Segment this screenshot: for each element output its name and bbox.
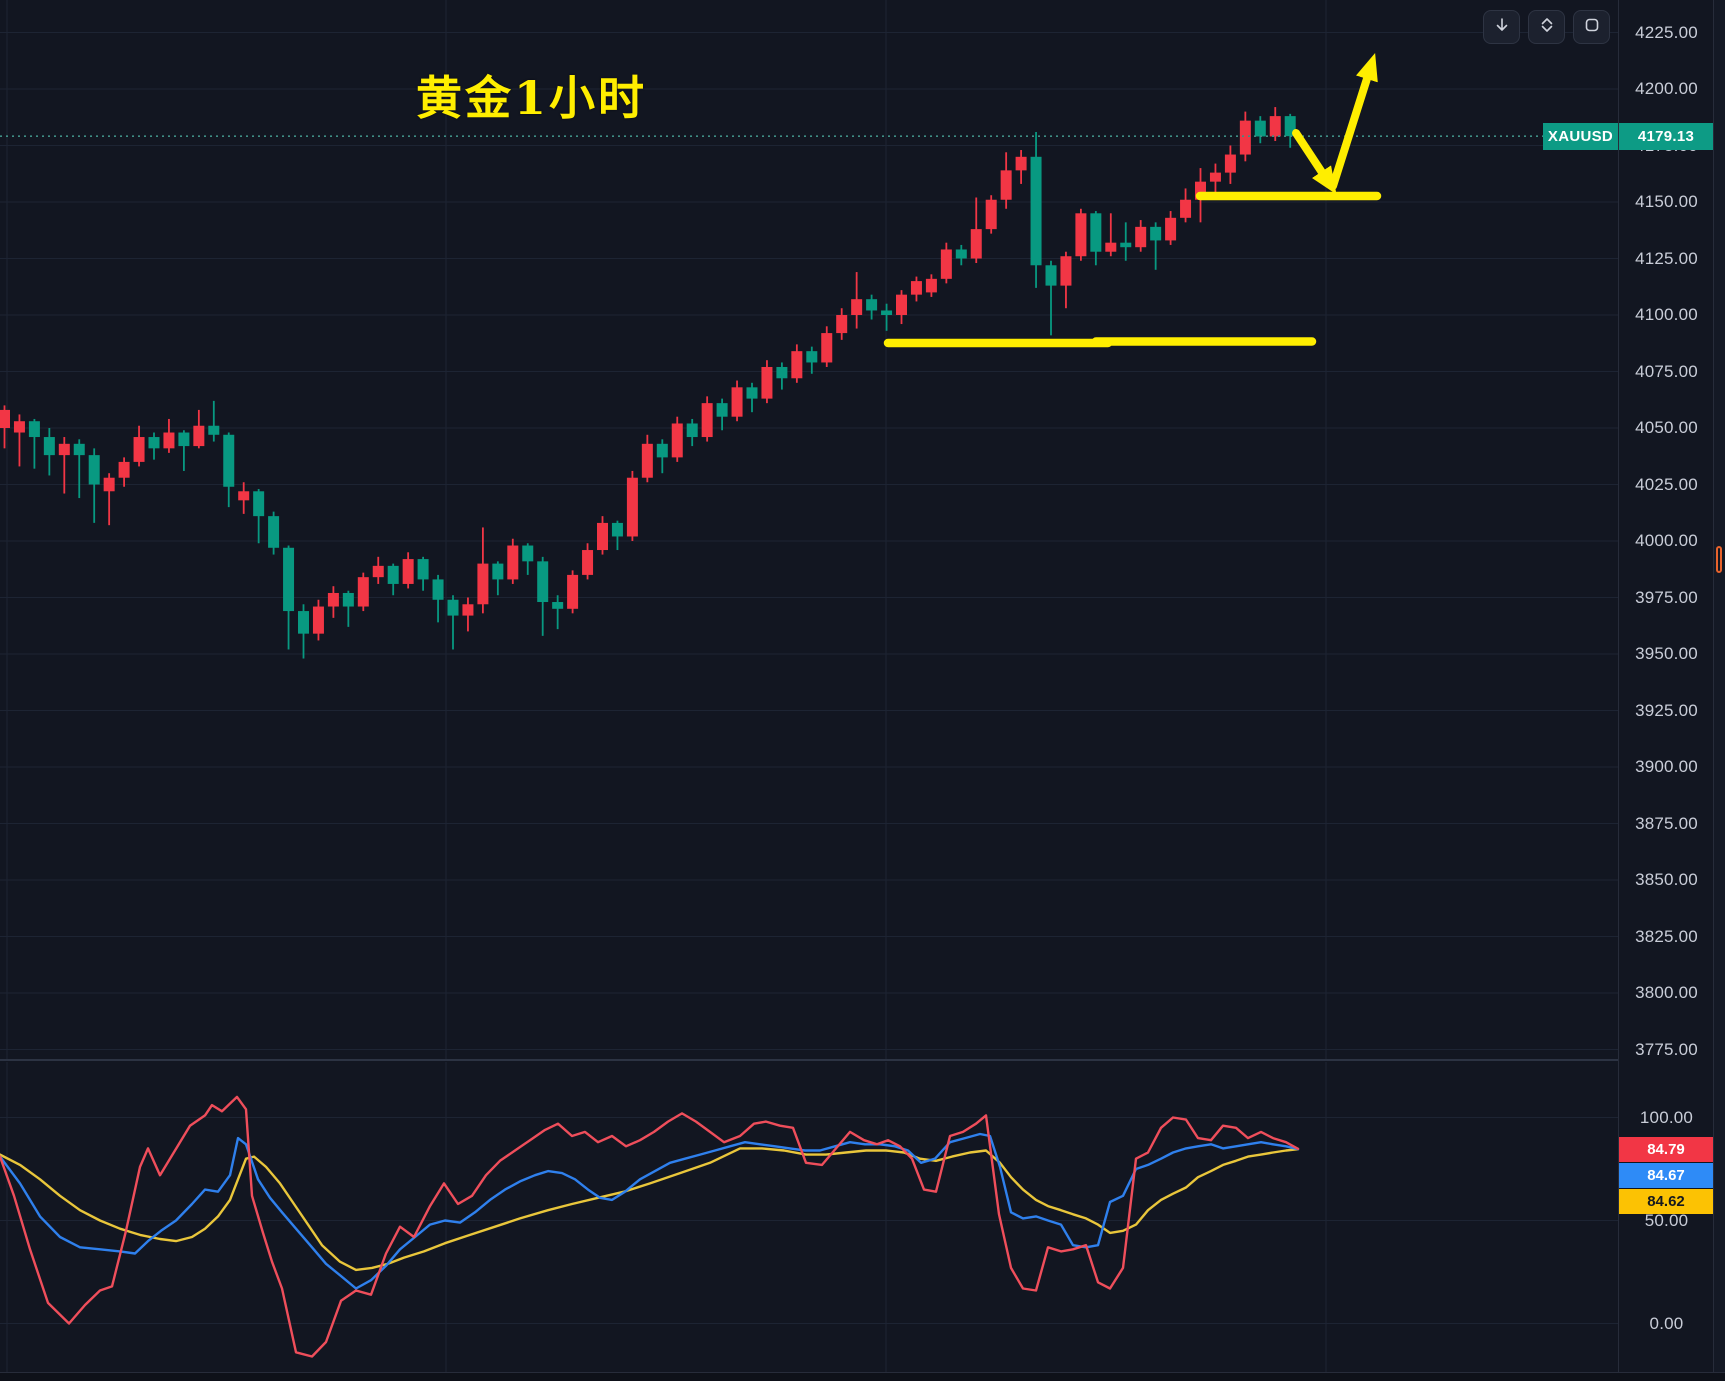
maximize-pane-button[interactable] bbox=[1528, 10, 1565, 44]
price-scale[interactable]: 4225.004200.004175.004150.004125.004100.… bbox=[1618, 0, 1714, 1372]
chart-title-annotation: 黄金1小时 bbox=[416, 71, 648, 125]
price-axis-label: 3875.00 bbox=[1635, 813, 1698, 833]
indicator-value-badge-j: 84.79 bbox=[1619, 1137, 1713, 1162]
pane-separator[interactable] bbox=[0, 1059, 1725, 1061]
price-axis-label: 3925.00 bbox=[1635, 700, 1698, 720]
price-axis-label: 3825.00 bbox=[1635, 926, 1698, 946]
last-price-value: 4179.13 bbox=[1637, 127, 1695, 145]
price-axis-label: 3800.00 bbox=[1635, 983, 1698, 1002]
price-axis-label: 4025.00 bbox=[1635, 474, 1698, 494]
price-axis-label: 4100.00 bbox=[1635, 305, 1698, 324]
indicator-axis-label: 50.00 bbox=[1644, 1210, 1689, 1230]
price-axis-label: 4075.00 bbox=[1635, 361, 1698, 381]
symbol-name: XAUUSD bbox=[1547, 127, 1614, 145]
last-price-badge: 4179.13 bbox=[1619, 122, 1713, 150]
indicator-value-badge-k: 84.67 bbox=[1619, 1163, 1713, 1188]
indicator-value-badge-d: 84.62 bbox=[1619, 1189, 1713, 1214]
price-axis-label: 4125.00 bbox=[1635, 248, 1698, 268]
price-axis-label: 4200.00 bbox=[1635, 79, 1698, 98]
price-axis-label: 4150.00 bbox=[1635, 192, 1698, 211]
time-axis-strip bbox=[0, 1372, 1725, 1381]
price-scale-scrollbar[interactable] bbox=[1713, 0, 1725, 1372]
price-axis-label: 3975.00 bbox=[1635, 587, 1698, 607]
price-axis-label: 3950.00 bbox=[1635, 644, 1698, 663]
price-axis-label: 3900.00 bbox=[1635, 757, 1698, 776]
arrow-down-icon bbox=[1493, 16, 1511, 39]
scrollbar-marker[interactable] bbox=[1716, 546, 1722, 573]
price-axis-label: 4225.00 bbox=[1635, 22, 1698, 42]
symbol-label-badge: XAUUSD bbox=[1543, 122, 1618, 150]
price-axis-label: 4050.00 bbox=[1635, 418, 1698, 437]
pane-toolbar bbox=[1483, 10, 1610, 44]
indicator-axis-label: 0.00 bbox=[1649, 1313, 1684, 1333]
indicator-axis-label: 100.00 bbox=[1639, 1107, 1694, 1127]
maximize-icon bbox=[1538, 16, 1556, 39]
price-axis-label: 4000.00 bbox=[1635, 531, 1698, 550]
restore-pane-button[interactable] bbox=[1573, 10, 1610, 44]
price-axis-label: 3775.00 bbox=[1635, 1039, 1698, 1059]
price-axis-label: 3850.00 bbox=[1635, 870, 1698, 889]
square-outline-icon bbox=[1583, 16, 1601, 39]
scroll-to-latest-button[interactable] bbox=[1483, 10, 1520, 44]
